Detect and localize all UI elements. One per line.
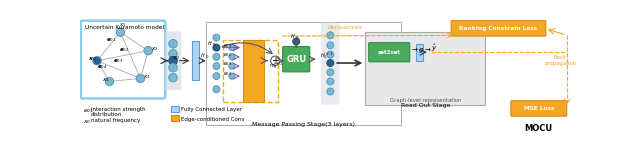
Text: $x_3$: $x_3$ (143, 73, 150, 80)
Circle shape (144, 47, 152, 55)
Text: $h'_0$: $h'_0$ (207, 40, 216, 49)
Text: Message Passing Stage(3 layers): Message Passing Stage(3 layers) (252, 122, 355, 127)
Circle shape (116, 28, 125, 36)
Text: Read Out Stage: Read Out Stage (401, 103, 450, 108)
Circle shape (213, 63, 220, 70)
Circle shape (327, 32, 334, 39)
Text: MSE Loss: MSE Loss (524, 106, 554, 111)
Text: Graph-level representation: Graph-level representation (390, 98, 461, 103)
Circle shape (169, 39, 177, 48)
Text: Uncertain Kuramoto model: Uncertain Kuramoto model (85, 25, 164, 30)
FancyBboxPatch shape (511, 101, 566, 116)
Circle shape (229, 73, 235, 79)
Circle shape (327, 78, 334, 85)
Circle shape (213, 86, 220, 93)
Text: GRU: GRU (286, 55, 307, 64)
Text: MOCU: MOCU (525, 124, 553, 133)
Text: $\boldsymbol{x}_0$: $\boldsymbol{x}_0$ (88, 55, 97, 63)
Bar (172, 106, 179, 112)
FancyBboxPatch shape (365, 32, 485, 105)
Circle shape (213, 44, 220, 51)
Text: $\boldsymbol{e}_{03}$: $\boldsymbol{e}_{03}$ (113, 57, 123, 65)
Circle shape (169, 63, 177, 72)
Text: $e_{04}$: $e_{04}$ (223, 70, 232, 78)
Circle shape (327, 88, 334, 95)
Text: $x_0$: $x_0$ (172, 54, 180, 62)
Text: Edge-conditioned Conv: Edge-conditioned Conv (180, 117, 244, 122)
Circle shape (169, 73, 177, 82)
Circle shape (229, 45, 235, 51)
Text: Fully Connected Layer: Fully Connected Layer (180, 107, 242, 112)
Text: interaction strength: interaction strength (91, 107, 145, 112)
Circle shape (213, 73, 220, 80)
Bar (172, 115, 179, 121)
Text: $h_0^{t+1}$: $h_0^{t+1}$ (320, 50, 334, 61)
Circle shape (327, 51, 334, 58)
Circle shape (136, 74, 145, 83)
Text: $x_0$: $x_0$ (83, 118, 92, 126)
Bar (193, 41, 199, 80)
FancyBboxPatch shape (369, 43, 410, 62)
Text: $x_2$: $x_2$ (150, 45, 158, 53)
Text: natural frequency: natural frequency (91, 118, 140, 123)
Bar (415, 44, 422, 61)
Circle shape (292, 38, 300, 45)
Text: $e_{01}$: $e_{01}$ (223, 42, 232, 50)
Text: distribution: distribution (91, 112, 122, 117)
Text: $h'_0$: $h'_0$ (200, 52, 209, 61)
Bar (243, 40, 264, 102)
Circle shape (229, 54, 235, 60)
Text: $e_{03}$: $e_{03}$ (223, 60, 232, 68)
FancyBboxPatch shape (164, 32, 182, 90)
Text: $e_{01}$: $e_{01}$ (83, 107, 94, 115)
FancyBboxPatch shape (321, 22, 340, 105)
Circle shape (327, 69, 334, 76)
Circle shape (169, 50, 177, 58)
FancyBboxPatch shape (283, 47, 310, 72)
Circle shape (213, 53, 220, 60)
Circle shape (327, 42, 334, 49)
Text: $x_4$: $x_4$ (102, 76, 109, 84)
Text: $\hat{y}$: $\hat{y}$ (431, 43, 438, 54)
Text: $h'_0$: $h'_0$ (290, 33, 300, 42)
FancyBboxPatch shape (451, 21, 546, 36)
Circle shape (271, 56, 280, 65)
Text: Ranking Constrain Loss: Ranking Constrain Loss (460, 26, 538, 31)
Text: $\boldsymbol{e}_{04}$: $\boldsymbol{e}_{04}$ (97, 63, 108, 71)
Circle shape (229, 63, 235, 69)
Circle shape (327, 60, 334, 67)
Text: $x_1$: $x_1$ (119, 21, 126, 29)
Circle shape (93, 56, 101, 65)
Text: $\boldsymbol{e}_{01}$: $\boldsymbol{e}_{01}$ (106, 36, 116, 44)
Text: $m_0^{t+1}$: $m_0^{t+1}$ (269, 61, 284, 71)
Text: set2set: set2set (378, 50, 401, 55)
Text: $\boldsymbol{e}_{02}$: $\boldsymbol{e}_{02}$ (119, 46, 129, 54)
Text: $\rightarrow g \rightarrow$: $\rightarrow g \rightarrow$ (410, 46, 432, 55)
Text: $e_{02}$: $e_{02}$ (223, 51, 232, 59)
Circle shape (213, 34, 220, 41)
Text: +: + (271, 56, 279, 66)
Text: Back-
propagation: Back- propagation (545, 55, 577, 66)
Circle shape (169, 56, 177, 65)
Circle shape (105, 77, 114, 86)
Text: derivatives: derivatives (328, 25, 363, 30)
